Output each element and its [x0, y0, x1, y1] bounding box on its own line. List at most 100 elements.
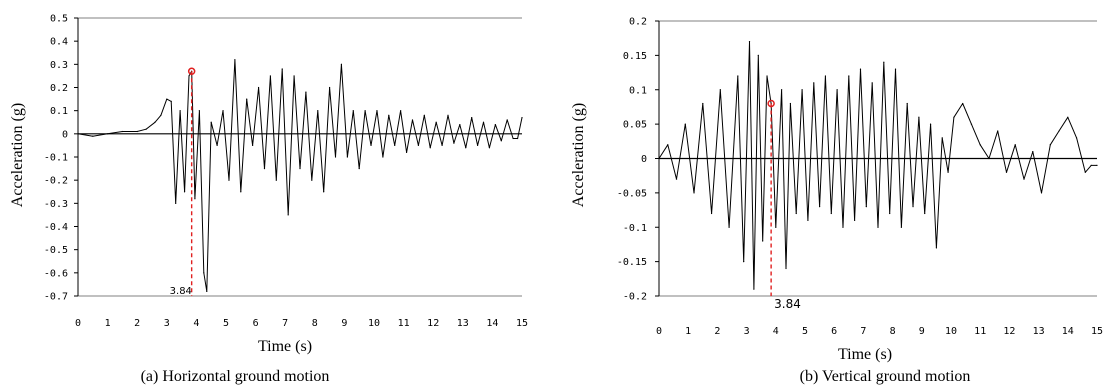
- chart-b-xtick-label: 10: [945, 326, 957, 337]
- chart-a-ylabel: Acceleration (g): [9, 103, 26, 207]
- chart-b-data-point: [1067, 116, 1069, 118]
- chart-b-data-point: [743, 261, 745, 263]
- chart-b-data-point: [757, 54, 759, 56]
- chart-b-data-point: [877, 226, 879, 228]
- chart-a-data-point: [188, 75, 190, 77]
- chart-a-data-point: [334, 156, 337, 158]
- chart-b-ytick-label: 0.2: [629, 17, 647, 28]
- chart-b-data-point: [667, 144, 669, 146]
- chart-a-xtick-label: 10: [368, 318, 380, 329]
- chart-a-data-point: [323, 191, 325, 193]
- chart-a-data-point: [210, 121, 212, 123]
- chart-a-data-point: [136, 130, 138, 133]
- chart-a-xtick-label: 6: [253, 318, 259, 329]
- chart-a-xtick-label: 9: [341, 318, 347, 329]
- chart-b-data-point: [865, 206, 867, 208]
- chart-a-data-point: [471, 117, 473, 119]
- chart-b-data-point: [1005, 171, 1008, 173]
- chart-b-data-point: [1058, 130, 1060, 132]
- chart-a-ytick-label: 0.2: [50, 83, 68, 94]
- chart-b-caption: (b) Vertical ground motion: [800, 368, 971, 385]
- chart-a-data-point: [459, 123, 461, 126]
- chart-a-data-point: [423, 114, 425, 116]
- chart-b-data-point: [813, 82, 815, 84]
- chart-b-data-point: [848, 75, 850, 77]
- chart-b-data-point: [719, 89, 721, 91]
- chart-b-data-point: [789, 102, 791, 105]
- chart-a-data-point: [364, 110, 366, 112]
- chart-b-data-point: [801, 89, 803, 91]
- chart-b-series-line: [658, 41, 1097, 290]
- chart-a-data-point: [352, 110, 354, 112]
- chart-b-data-point: [1023, 178, 1025, 180]
- chart-b-data-point: [748, 41, 751, 43]
- chart-b-data-point: [766, 75, 768, 77]
- chart-b-data-point: [807, 219, 809, 221]
- chart-b-data-point: [979, 144, 981, 146]
- chart-b-data-point: [830, 212, 832, 215]
- chart-a-data-point: [281, 68, 283, 70]
- chart-a-xlabel: Time (s): [258, 338, 312, 355]
- chart-a-data-point: [240, 191, 242, 193]
- chart-b-data-point: [795, 212, 797, 215]
- chart-a-data-point: [257, 86, 260, 89]
- chart-a-data-point: [311, 179, 313, 181]
- chart-a-data-point: [441, 144, 443, 147]
- chart-a-ytick-label: 0.5: [50, 14, 68, 25]
- chart-b-data-point: [918, 116, 920, 118]
- chart-a-data-point: [222, 110, 224, 112]
- chart-a-data-point: [512, 137, 514, 140]
- chart-a-data-point: [198, 110, 200, 112]
- chart-b-data-point: [935, 247, 937, 249]
- chart-b-peak-marker: [767, 99, 775, 108]
- chart-a-xtick-label: 14: [486, 318, 498, 329]
- chart-a-data-point: [465, 147, 467, 149]
- chart-b-xtick-label: 14: [1062, 326, 1074, 337]
- chart-b-data-point: [728, 226, 730, 228]
- chart-a-data-point: [275, 179, 277, 181]
- chart-a-data-point: [394, 144, 396, 147]
- chart-a-xtick-label: 0: [75, 318, 81, 329]
- chart-a-caption: (a) Horizontal ground motion: [141, 368, 330, 385]
- chart-b-xtick-label: 0: [656, 326, 662, 337]
- chart-b-data-point: [1090, 164, 1092, 166]
- chart-b-xtick-label: 15: [1091, 326, 1103, 337]
- chart-a-data-point: [417, 144, 419, 147]
- chart-a-ytick-label: 0.1: [50, 106, 68, 117]
- chart-a-data-point: [429, 147, 431, 149]
- chart-a-ytick-label: 0.4: [50, 37, 68, 48]
- chart-b-data-point: [883, 61, 885, 63]
- chart-b-data-point: [894, 68, 897, 70]
- chart-b-ytick-label: 0.05: [623, 120, 647, 131]
- chart-a-data-point: [228, 179, 230, 181]
- chart-a-data-point: [346, 156, 348, 158]
- chart-a-data-point: [234, 59, 236, 61]
- chart-b-data-point: [753, 288, 755, 290]
- chart-a-data-point: [107, 133, 109, 135]
- chart-b-data-point: [889, 212, 891, 215]
- chart-a-peak-label: 3.84: [170, 286, 192, 297]
- chart-b-data-point: [997, 130, 999, 132]
- chart-a-data-point: [175, 202, 177, 204]
- chart-a-data-point: [206, 290, 208, 292]
- chart-b-data-point: [775, 226, 777, 228]
- chart-b-xtick-label: 4: [773, 326, 779, 337]
- chart-a-data-point: [482, 121, 485, 123]
- chart-b-ytick-label: -0.2: [623, 292, 647, 303]
- chart-a-data-point: [183, 191, 186, 193]
- chart-b-peak-label: 3.84: [774, 297, 801, 311]
- chart-a-ytick-label: -0.3: [44, 199, 68, 210]
- chart-b-data-point: [658, 157, 660, 160]
- chart-a-data-point: [160, 114, 162, 116]
- chart-b-svg: Acceleration (g) Time (s) (b) Vertical g…: [570, 17, 1103, 386]
- chart-b-data-point: [1096, 164, 1098, 166]
- chart-a-xtick-label: 4: [193, 318, 199, 329]
- chart-b-xtick-label: 5: [802, 326, 808, 337]
- chart-a-data-point: [340, 63, 343, 65]
- chart-a-data-point: [299, 167, 301, 170]
- chart-a-data-point: [521, 117, 523, 119]
- chart-a-data-point: [506, 119, 508, 121]
- chart-a-data-point: [203, 272, 205, 274]
- chart-a-data-point: [287, 214, 289, 216]
- chart-b-xtick-label: 2: [714, 326, 720, 337]
